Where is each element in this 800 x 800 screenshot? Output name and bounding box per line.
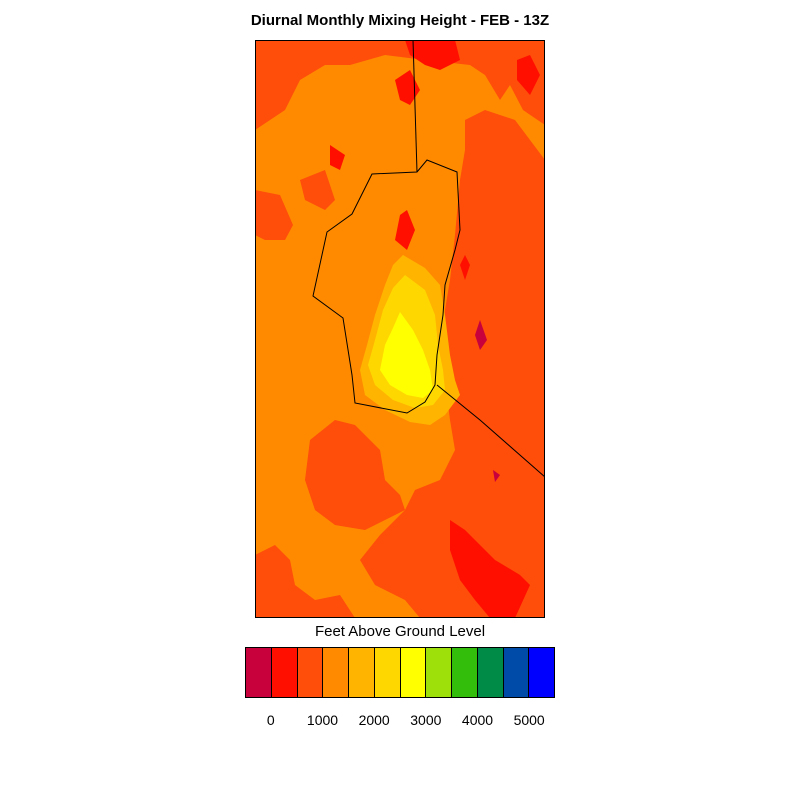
colorbar-tick-label: 0 bbox=[266, 712, 275, 728]
colorbar-swatch bbox=[271, 648, 298, 697]
colorbar-swatch bbox=[529, 648, 554, 697]
contour-500-1000 bbox=[330, 40, 540, 618]
colorbar bbox=[245, 647, 555, 698]
chart-title: Diurnal Monthly Mixing Height - FEB - 13… bbox=[250, 12, 550, 29]
colorbar-swatch bbox=[297, 648, 324, 697]
contour-2500-3000 bbox=[380, 312, 433, 398]
colorbar-tick-label: 1000 bbox=[306, 712, 339, 728]
colorbar-swatch bbox=[503, 648, 530, 697]
colorbar-title: Feet Above Ground Level bbox=[314, 623, 486, 640]
colorbar-swatch bbox=[323, 648, 349, 697]
colorbar-tick-label: 2000 bbox=[358, 712, 390, 728]
mixing-height-map bbox=[255, 40, 545, 618]
colorbar-swatch bbox=[400, 648, 427, 697]
colorbar-tick-label: 3000 bbox=[410, 712, 442, 728]
colorbar-swatch bbox=[246, 648, 272, 697]
colorbar-swatch bbox=[477, 648, 504, 697]
colorbar-swatch bbox=[452, 648, 478, 697]
colorbar-swatch bbox=[374, 648, 401, 697]
colorbar-swatch bbox=[349, 648, 375, 697]
contour-0-500 bbox=[475, 320, 500, 482]
map-border bbox=[255, 40, 545, 618]
colorbar-tick-label: 5000 bbox=[513, 712, 545, 728]
colorbar-tick-label: 4000 bbox=[461, 712, 494, 728]
county-boundaries bbox=[312, 40, 545, 478]
contour-1000-1500 bbox=[255, 40, 545, 618]
colorbar-swatch bbox=[426, 648, 452, 697]
